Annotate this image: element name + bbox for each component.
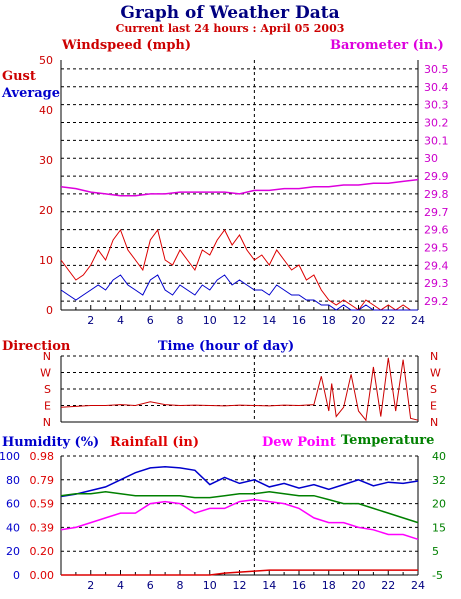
direction-left-tick-label: W — [40, 367, 51, 380]
humidity-panel-x-tick-label: 14 — [262, 579, 276, 592]
wind-panel-x-tick-label: 8 — [177, 314, 184, 327]
temperature-tick-label: -5 — [432, 569, 443, 582]
temperature-series-line — [60, 490, 419, 524]
rainfall-label: Rainfall (in) — [110, 435, 199, 450]
wind-panel-x-tick-label: 4 — [117, 314, 124, 327]
direction-series-line — [60, 357, 419, 422]
chart-title: Graph of Weather Data — [120, 3, 339, 23]
wind-panel-x-tick-label: 12 — [233, 314, 247, 327]
windspeed-tick-label: 30 — [39, 154, 53, 167]
rainfall-tick-label: 0.39 — [30, 521, 55, 534]
direction-right-tick-label: N — [430, 416, 438, 429]
windspeed-axis-title: Windspeed (mph) — [61, 38, 191, 53]
barometer-tick-label: 30 — [424, 152, 438, 165]
wind-panel-x-tick-label: 22 — [381, 314, 395, 327]
direction-right-tick-label: S — [430, 383, 437, 396]
barometer-tick-label: 29.8 — [424, 188, 449, 201]
humidity-panel-x-tick-label: 8 — [177, 579, 184, 592]
rainfall-series-line — [61, 569, 418, 576]
humidity-panel-x-tick-label: 20 — [352, 579, 366, 592]
rainfall-tick-label: 0.00 — [30, 569, 55, 582]
barometer-tick-label: 30.2 — [424, 117, 449, 130]
humidity-tick-label: 20 — [6, 545, 20, 558]
humidity-panel-x-tick-label: 10 — [203, 579, 217, 592]
temperature-tick-label: 20 — [432, 498, 446, 511]
humidity-tick-label: 40 — [6, 521, 20, 534]
humidity-series-line — [60, 465, 419, 498]
humidity-tick-label: 100 — [0, 450, 20, 463]
humidity-panel-x-tick-label: 22 — [381, 579, 395, 592]
wind-panel-x-tick-label: 16 — [292, 314, 306, 327]
barometer-tick-label: 30.4 — [424, 81, 449, 94]
humidity-label: Humidity (%) — [2, 435, 99, 450]
windspeed-tick-label: 0 — [46, 304, 53, 317]
barometer-tick-label: 29.3 — [424, 277, 449, 290]
barometer-axis-title: Barometer (in.) — [330, 38, 444, 53]
rainfall-tick-label: 0.20 — [30, 545, 55, 558]
humidity-panel-x-tick-label: 18 — [322, 579, 336, 592]
temperature-tick-label: 5 — [432, 545, 439, 558]
temperature-tick-label: 40 — [432, 450, 446, 463]
rainfall-tick-label: 0.59 — [30, 498, 55, 511]
humidity-panel-x-tick-label: 24 — [411, 579, 425, 592]
barometer-tick-label: 30.1 — [424, 134, 449, 147]
chart-subtitle: Current last 24 hours : April 05 2003 — [116, 22, 345, 35]
temperature-label: Temperature — [341, 433, 434, 448]
humidity-panel-x-tick-label: 16 — [292, 579, 306, 592]
direction-left-tick-label: S — [44, 383, 51, 396]
wind-panel-x-tick-label: 10 — [203, 314, 217, 327]
dewpoint-series-line — [60, 498, 419, 541]
humidity-panel-x-tick-label: 6 — [147, 579, 154, 592]
windspeed-tick-label: 40 — [39, 104, 53, 117]
humidity-panel-x-tick-label: 12 — [233, 579, 247, 592]
windspeed-tick-label: 20 — [39, 204, 53, 217]
direction-left-tick-label: N — [43, 416, 51, 429]
wind-panel-x-tick-label: 2 — [87, 314, 94, 327]
direction-right-tick-label: N — [430, 350, 438, 363]
legend-average: Average — [1, 86, 60, 101]
average-series-line — [60, 274, 418, 311]
direction-left-tick-label: N — [43, 350, 51, 363]
humidity-panel-x-tick-label: 2 — [87, 579, 94, 592]
barometer-tick-label: 29.9 — [424, 170, 449, 183]
wind-panel-x-tick-label: 20 — [352, 314, 366, 327]
wind-panel-x-tick-label: 24 — [411, 314, 425, 327]
humidity-tick-label: 80 — [6, 474, 20, 487]
dewpoint-label: Dew Point — [262, 435, 336, 450]
barometer-tick-label: 29.6 — [424, 224, 449, 237]
barometer-tick-label: 30.5 — [424, 63, 449, 76]
barometer-tick-label: 29.2 — [424, 295, 449, 308]
barometer-tick-label: 29.4 — [424, 259, 449, 272]
wind-panel-x-tick-label: 14 — [262, 314, 276, 327]
wind-panel-x-tick-label: 18 — [322, 314, 336, 327]
wind-panel-x-tick-label: 6 — [147, 314, 154, 327]
humidity-tick-label: 0 — [13, 569, 20, 582]
direction-panel-title: Direction — [2, 339, 71, 354]
windspeed-tick-label: 50 — [39, 54, 53, 67]
barometer-tick-label: 29.7 — [424, 206, 449, 219]
time-axis-title: Time (hour of day) — [158, 339, 294, 354]
humidity-panel-x-tick-label: 4 — [117, 579, 124, 592]
rainfall-tick-label: 0.98 — [30, 450, 55, 463]
humidity-tick-label: 60 — [6, 498, 20, 511]
barometer-series-line — [60, 178, 419, 197]
temperature-tick-label: 15 — [432, 521, 446, 534]
windspeed-tick-label: 10 — [39, 254, 53, 267]
barometer-tick-label: 29.5 — [424, 242, 449, 255]
direction-left-tick-label: E — [44, 400, 51, 413]
direction-right-tick-label: E — [430, 400, 437, 413]
legend-gust: Gust — [2, 69, 36, 84]
temperature-tick-label: 32 — [432, 474, 446, 487]
rainfall-tick-label: 0.79 — [30, 474, 55, 487]
barometer-tick-label: 30.3 — [424, 99, 449, 112]
direction-right-tick-label: W — [430, 367, 441, 380]
